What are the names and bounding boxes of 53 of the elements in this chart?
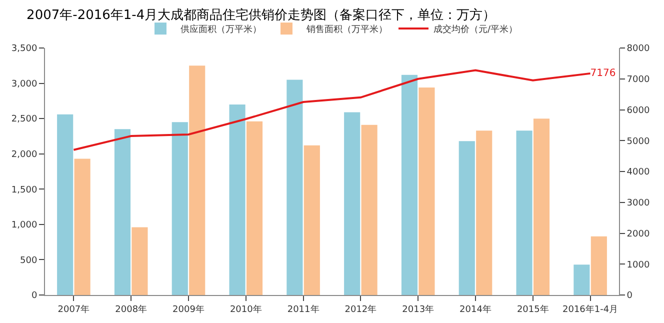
bar <box>229 104 246 295</box>
y2-tick-label: 7000 <box>626 75 650 86</box>
y-tick-label: 3,500 <box>11 44 38 54</box>
x-tick-label: 2012年 <box>344 304 377 315</box>
bar <box>516 130 532 295</box>
data-label: 7176 <box>590 68 616 79</box>
y2-tick-label: 2000 <box>626 229 650 240</box>
bar <box>57 114 74 295</box>
y2-tick-label: 8000 <box>626 44 650 54</box>
y2-tick-label: 6000 <box>626 106 650 116</box>
line-series <box>72 69 592 151</box>
legend-label: 成交均价（元/平米） <box>434 24 518 36</box>
y2-tick-label: 4000 <box>626 168 650 178</box>
bar <box>401 74 418 295</box>
x-tick-label: 2011年 <box>287 304 320 315</box>
bar <box>172 122 188 295</box>
y-tick-label: 0 <box>31 291 38 302</box>
bar <box>74 158 90 295</box>
bar <box>590 236 607 295</box>
bar <box>114 129 131 295</box>
y-tick-label: 3,000 <box>11 79 38 90</box>
bar <box>246 121 263 295</box>
x-tick-label: 2014年 <box>460 304 492 315</box>
y-tick-label: 2,500 <box>11 114 38 125</box>
x-tick-label: 2015年 <box>516 304 549 315</box>
bar <box>533 118 550 295</box>
y-tick-label: 2,000 <box>11 150 38 160</box>
y2-tick-label: 1000 <box>626 260 650 270</box>
bar <box>574 264 590 295</box>
bar <box>304 145 320 295</box>
legend-label: 销售面积（万平米） <box>306 24 388 36</box>
y2-tick-label: 3000 <box>626 198 650 209</box>
bar <box>476 130 492 295</box>
y2-tick-label: 0 <box>626 291 633 302</box>
bar <box>361 124 378 295</box>
y-tick-label: 500 <box>20 256 38 266</box>
x-tick-label: 2007年 <box>58 304 90 315</box>
chart-title: 2007年-2016年1-4月大成都商品住宅供销价走势图（备案口径下，单位：万方） <box>26 6 496 23</box>
x-tick-label: 2009年 <box>172 304 204 315</box>
x-tick-label: 2013年 <box>402 304 434 315</box>
y-tick-label: 1,000 <box>11 220 38 231</box>
bar <box>344 112 360 295</box>
bar <box>189 66 206 295</box>
y2-tick-label: 5000 <box>626 136 650 147</box>
x-tick-label: 2016年1-4月 <box>562 304 618 315</box>
bar <box>132 227 148 295</box>
bar <box>418 88 435 295</box>
bar <box>286 80 303 295</box>
bar <box>458 141 475 295</box>
x-tick-label: 2010年 <box>230 304 262 315</box>
y-tick-label: 1,500 <box>11 185 38 196</box>
legend-label: 供应面积（万平米） <box>180 24 262 36</box>
x-tick-label: 2008年 <box>115 304 148 315</box>
